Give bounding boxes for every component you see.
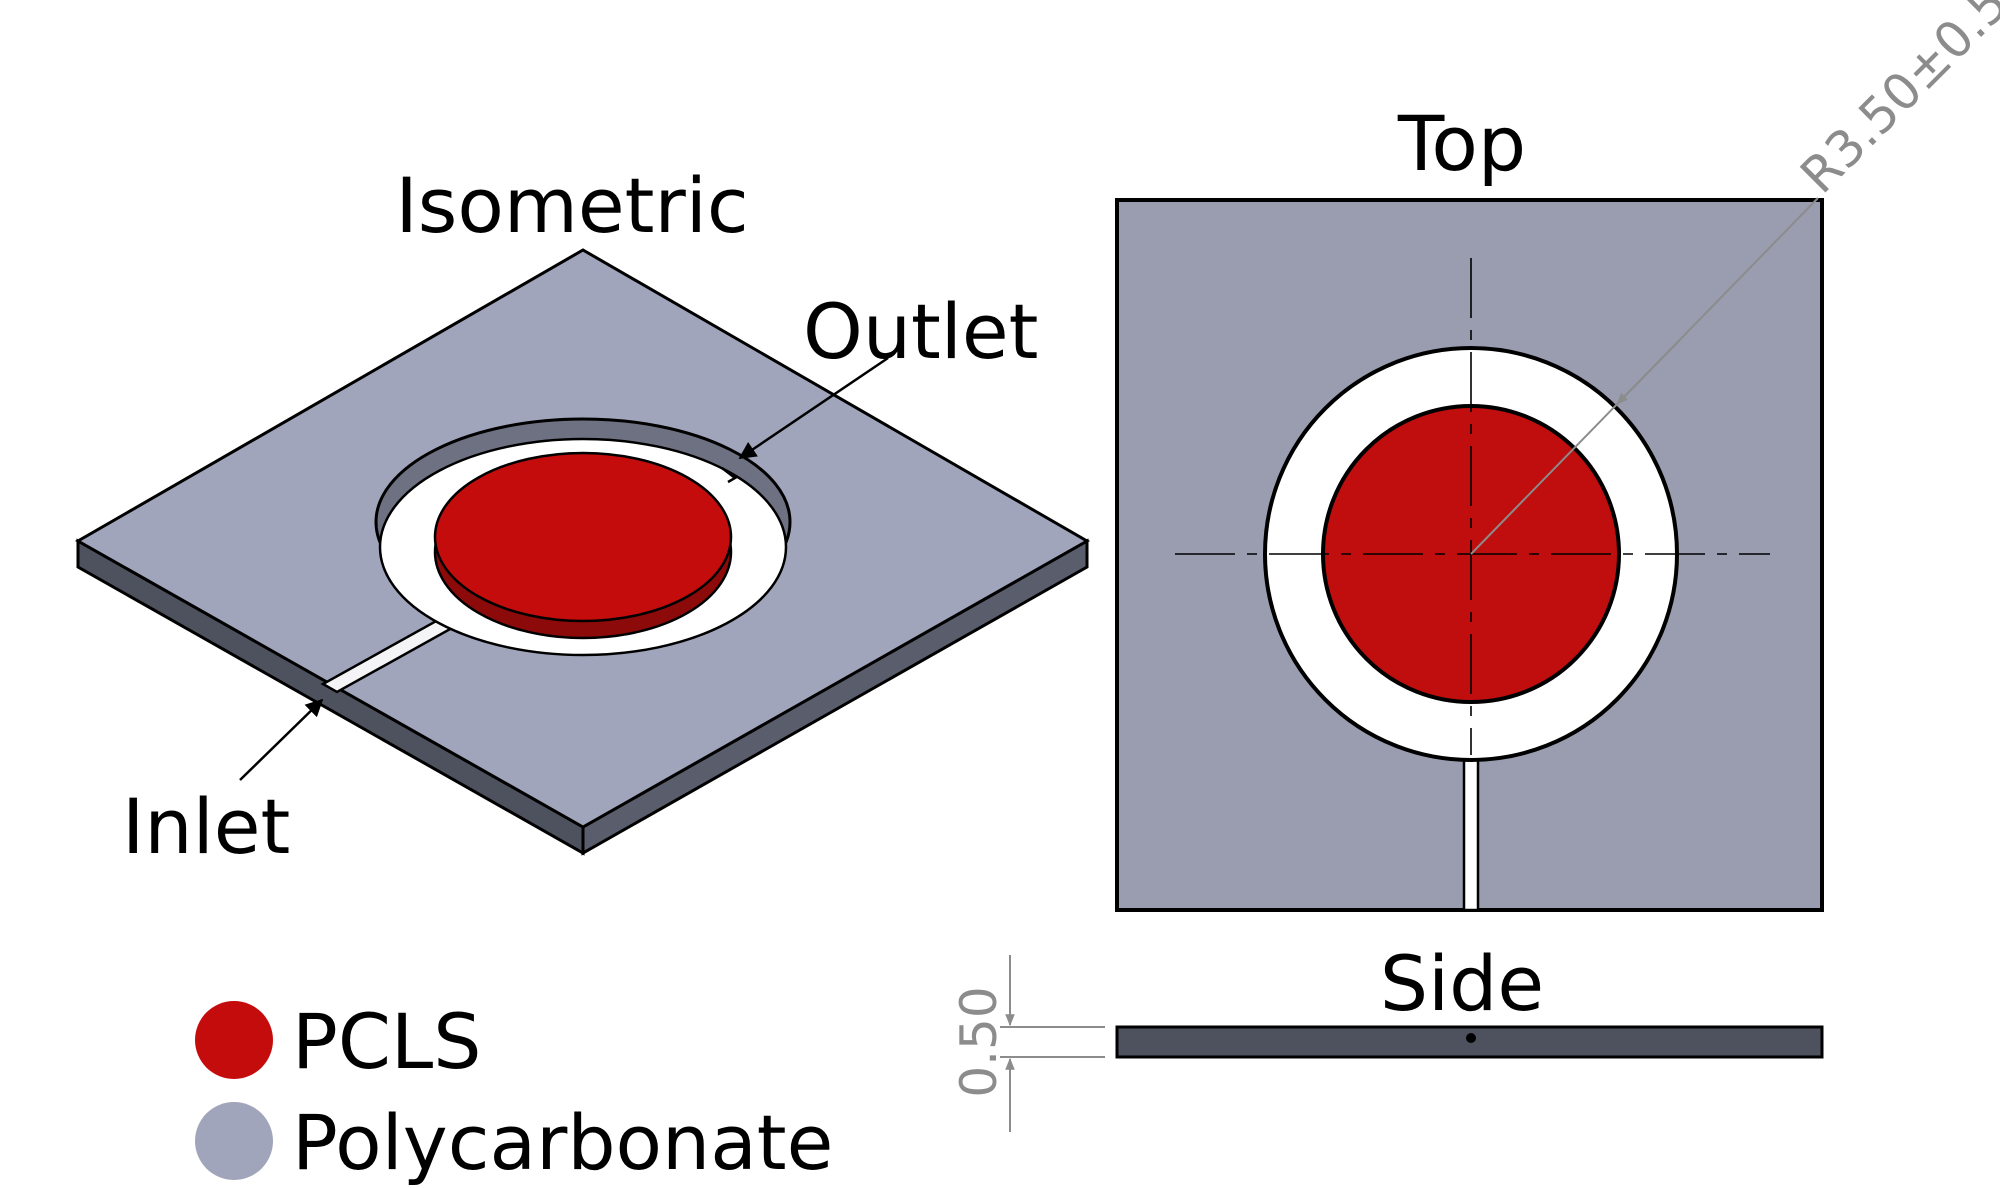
side-title: Side <box>1380 939 1544 1028</box>
inlet-arrow <box>239 698 324 781</box>
legend-swatch-pcls <box>195 1001 273 1079</box>
outlet-notch <box>721 467 738 484</box>
radius-dimension-arrow <box>1616 339 1681 405</box>
isometric-view: Isometric Outlet Inlet <box>74 161 1091 871</box>
radius-dimension-text: R3.50±0.5 <box>1789 0 2000 204</box>
side-view-plate <box>1115 1025 1824 1059</box>
inlet-label: Inlet <box>122 782 290 871</box>
side-view: Side 0.50 <box>950 939 1824 1132</box>
legend: PCLS Polycarbonate <box>195 997 833 1187</box>
legend-swatch-polycarbonate <box>195 1102 273 1180</box>
isometric-title: Isometric <box>395 161 748 250</box>
thickness-dimension-text: 0.50 <box>950 986 1008 1097</box>
isometric-pcls-top <box>433 451 733 623</box>
outlet-arrow <box>738 356 889 460</box>
top-view-inlet-channel <box>1462 758 1480 912</box>
outlet-label: Outlet <box>803 287 1038 376</box>
legend-label-polycarbonate: Polycarbonate <box>292 1098 833 1187</box>
top-title: Top <box>1397 99 1526 188</box>
legend-label-pcls: PCLS <box>292 997 481 1086</box>
top-view: Top R3.50±0.5 <box>1115 0 2000 912</box>
side-view-channel <box>1466 1033 1476 1043</box>
